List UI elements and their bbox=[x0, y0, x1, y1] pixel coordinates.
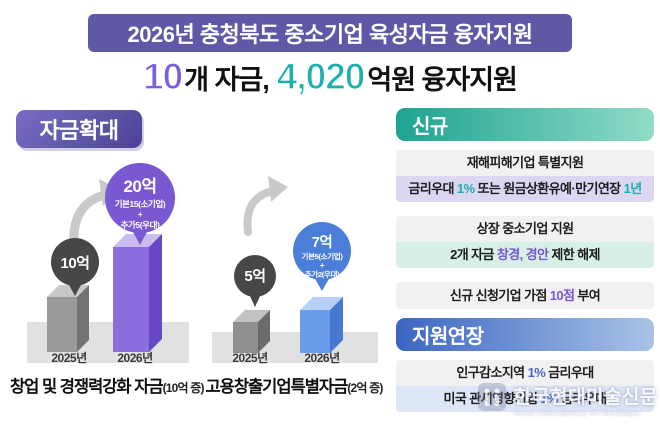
row-text: 재해피해기업 특별지원 bbox=[466, 155, 584, 170]
row-text: 제한 해제 bbox=[548, 247, 600, 262]
page-title-text: 2026년 충청북도 중소기업 육성자금 융자지원 bbox=[127, 22, 533, 47]
row-text: 2개 자금 bbox=[450, 247, 497, 262]
bar-2026 bbox=[113, 234, 162, 352]
value-plus: + bbox=[320, 261, 325, 270]
summary-line: 10 개 자금, 4,020 억원 융자지원 bbox=[0, 55, 660, 100]
row-text: 상장 중소기업 지원 bbox=[476, 221, 575, 236]
listed-sme-support-box: 상장 중소기업 지원 2개 자금 창경, 경안 제한 해제 bbox=[396, 216, 654, 268]
page-title: 2026년 충청북도 중소기업 육성자금 융자지원 bbox=[88, 14, 572, 52]
info-row: 미국 관세영향기업 1% 금리우대 bbox=[396, 386, 654, 412]
row-text: 신규 신청기업 가점 bbox=[449, 288, 550, 303]
fund-count-suffix: 개 자금, bbox=[184, 65, 270, 95]
caption-text: 고용창출기업특별자금 bbox=[205, 378, 348, 396]
value-detail: 기본5(소기업) bbox=[301, 251, 343, 261]
section-title-support-extension: 지원연장 bbox=[396, 318, 654, 351]
highlight-value: 1% bbox=[540, 391, 559, 406]
highlight-value: 1년 bbox=[623, 181, 643, 196]
axis-label-2025: 2025년 bbox=[51, 351, 87, 365]
info-row: 상장 중소기업 지원 bbox=[396, 216, 654, 242]
highlight-value: 1% bbox=[527, 365, 546, 380]
value-label: 7억 bbox=[312, 233, 332, 251]
chart-caption-job-creation-fund: 고용창출기업특별자금(2억 증) bbox=[198, 373, 390, 397]
highlight-value: 창경, 경안 bbox=[496, 247, 549, 262]
section-title-text: 신규 bbox=[412, 116, 448, 138]
bar-2026 bbox=[300, 297, 343, 353]
info-row: 2개 자금 창경, 경안 제한 해제 bbox=[396, 242, 654, 268]
row-text: 금리우대 bbox=[545, 365, 594, 380]
row-text: 금리우대 bbox=[408, 181, 457, 196]
section-title-text: 자금확대 bbox=[39, 118, 119, 143]
growth-arrow-icon bbox=[243, 176, 288, 236]
info-row: 인구감소지역 1% 금리우대 bbox=[396, 360, 654, 386]
chart-startup-competitiveness-fund: 10억 20억 기본15(소기업) + 추가5(우대) 2025년 2026년 bbox=[27, 163, 189, 365]
value-balloon-2026: 7억 기본5(소기업) + 추가2(우대) bbox=[293, 222, 351, 291]
value-label: 10억 bbox=[61, 254, 90, 272]
value-balloon-2026: 20억 기본15(소기업) + 추가5(우대) bbox=[105, 163, 175, 245]
info-row: 재해피해기업 특별지원 bbox=[396, 150, 654, 176]
chart-job-creation-fund: 5억 7억 기본5(소기업) + 추가2(우대) 2025년 2026년 bbox=[212, 176, 378, 365]
bar-2025 bbox=[233, 310, 270, 353]
value-balloon-2025: 5억 bbox=[234, 255, 276, 307]
value-detail: 추가5(우대) bbox=[121, 220, 160, 230]
axis-label-2026: 2026년 bbox=[304, 351, 340, 365]
fund-amount-suffix: 억원 융자지원 bbox=[367, 65, 518, 95]
extension-box: 인구감소지역 1% 금리우대 미국 관세영향기업 1% 금리우대 bbox=[396, 360, 654, 412]
new-applicant-bonus-box: 신규 신청기업 가점 10점 부여 bbox=[396, 282, 654, 309]
fund-amount-value: 4,020 bbox=[276, 55, 366, 97]
chart-caption-startup-fund: 창업 및 경쟁력강화 자금(10억 증) bbox=[10, 373, 205, 397]
highlight-value: 1% bbox=[456, 181, 475, 196]
value-plus: + bbox=[138, 209, 143, 219]
section-title-text: 지원연장 bbox=[412, 326, 484, 348]
caption-note: (2억 증) bbox=[347, 381, 383, 395]
row-text: 부여 bbox=[574, 288, 601, 303]
section-title-funding-expansion: 자금확대 bbox=[16, 110, 142, 148]
row-text: 금리우대 bbox=[558, 391, 607, 406]
value-label: 5억 bbox=[244, 267, 265, 285]
fund-count-value: 10 bbox=[142, 55, 183, 97]
value-detail: 추가2(우대) bbox=[305, 269, 340, 279]
section-title-new: 신규 bbox=[396, 108, 654, 141]
row-text: 미국 관세영향기업 bbox=[443, 391, 541, 406]
info-row: 신규 신청기업 가점 10점 부여 bbox=[396, 282, 654, 309]
row-text: 또는 원금상환유예·만기연장 bbox=[474, 181, 624, 196]
value-label: 20억 bbox=[123, 177, 156, 196]
bar-2025 bbox=[47, 285, 89, 352]
info-row: 금리우대 1% 또는 원금상환유예·만기연장 1년 bbox=[396, 176, 654, 202]
highlight-value: 10점 bbox=[549, 288, 575, 303]
caption-note: (10억 증) bbox=[162, 381, 205, 395]
caption-text: 창업 및 경쟁력강화 자금 bbox=[10, 378, 164, 396]
value-balloon-2025: 10억 bbox=[51, 238, 99, 296]
row-text: 인구감소지역 bbox=[456, 365, 528, 380]
disaster-support-box: 재해피해기업 특별지원 금리우대 1% 또는 원금상환유예·만기연장 1년 bbox=[396, 150, 654, 202]
axis-label-2026: 2026년 bbox=[117, 351, 153, 365]
value-detail: 기본15(소기업) bbox=[115, 199, 166, 209]
axis-label-2025: 2025년 bbox=[232, 351, 268, 365]
